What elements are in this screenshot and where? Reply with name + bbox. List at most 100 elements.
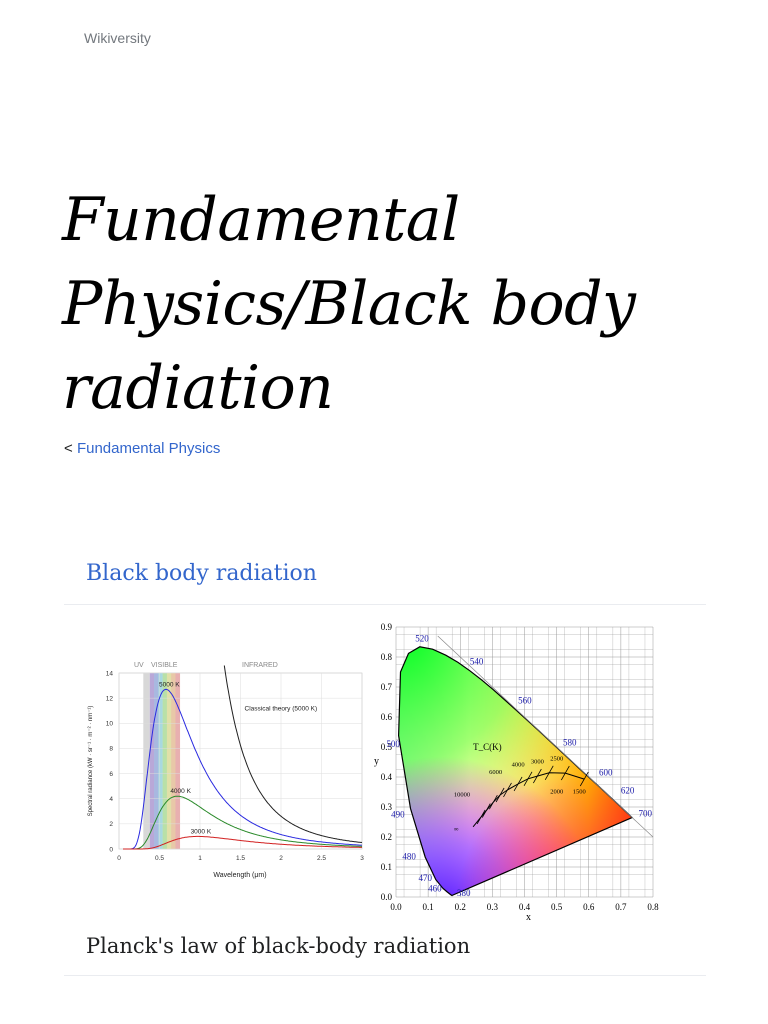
x-tick-label: 0.8 — [647, 902, 659, 912]
x-tick-label: 3 — [360, 855, 364, 862]
bottom-divider — [64, 975, 706, 976]
isotherm-tick — [481, 803, 491, 818]
y-tick-label: 0.3 — [381, 802, 393, 812]
x-tick-label: 2.5 — [317, 855, 326, 862]
wavelength-label: 580 — [563, 738, 577, 748]
wavelength-label: 520 — [415, 633, 429, 643]
figure-caption: Planck's law of black-body radiation — [86, 934, 471, 958]
temperature-label: 3000 — [531, 759, 544, 766]
series-line — [123, 835, 362, 850]
y-tick-label: 0.1 — [381, 862, 392, 872]
temperature-label: ∞ — [454, 826, 459, 833]
chromaticity-diagram-figure[interactable]: 0.0 0.1 0.2 0.3 0.4 0.5 0.6 0.7 0.8 0.0 0.1 0.2 0.3 0… — [366, 618, 662, 926]
series-label: 3000 K — [191, 828, 212, 835]
temperature-label: 2000 — [550, 789, 563, 796]
wavelength-label: 460 — [428, 884, 442, 894]
isotherm-tick — [523, 771, 533, 786]
x-tick-label: 0.7 — [615, 902, 627, 912]
visible-band-stripe — [175, 673, 181, 849]
breadcrumb-prefix: < — [64, 440, 73, 457]
y-tick-label: 0.2 — [381, 832, 392, 842]
wavelength-label: 380 — [457, 888, 471, 898]
chromaticity-diagram: 0.0 0.1 0.2 0.3 0.4 0.5 0.6 0.7 0.8 0.0 0.1 0.2 0.3 0… — [374, 622, 659, 923]
visible-band-stripe — [149, 673, 155, 849]
page-title: Fundamental Physics/Black body radiation — [62, 185, 636, 423]
temperature-label: 6000 — [489, 769, 502, 776]
wavelength-label: 490 — [391, 810, 405, 820]
color-gamut-fill — [398, 646, 633, 896]
x-tick-label: 2 — [279, 855, 283, 862]
y-tick-label: 0 — [109, 846, 113, 853]
wavelength-label: 700 — [639, 809, 653, 819]
temperature-label: 1500 — [573, 789, 586, 796]
isotherm-tick — [544, 765, 554, 780]
section-divider — [64, 604, 706, 605]
planck-curves-chart: 0 0.5 1 1.5 2 2.5 3 0 2 4 6 8 10 12 14 5000 K 4000 K 300… — [88, 662, 364, 879]
isotherm-tick — [533, 768, 542, 784]
series-line — [123, 795, 362, 850]
isotherm-tick — [503, 782, 512, 798]
series-label: 4000 K — [170, 788, 191, 795]
x-tick-label: 0 — [117, 855, 121, 862]
series-label: Classical theory (5000 K) — [245, 706, 318, 713]
isotherm-tick — [495, 787, 505, 803]
uv-band — [143, 673, 150, 849]
series-line — [123, 688, 363, 850]
x-tick-label: 0.0 — [390, 902, 402, 912]
section-heading[interactable]: Black body radiation — [86, 561, 317, 586]
band-label-infrared: INFRARED — [242, 662, 278, 669]
wavelength-label: 500 — [386, 739, 400, 749]
breadcrumb: < Fundamental Physics — [64, 440, 220, 457]
visible-band-stripe — [154, 673, 159, 849]
band-label-visible: VISIBLE — [151, 662, 178, 669]
isotherm-tick — [560, 765, 570, 781]
isotherm-tick — [513, 776, 523, 792]
x-axis-label: Wavelength (μm) — [213, 872, 266, 879]
y-tick-label: 6 — [109, 771, 113, 778]
y-tick-label: 0.6 — [381, 712, 393, 722]
x-tick-label: 0.5 — [155, 855, 164, 862]
temperature-label: 2500 — [550, 756, 563, 763]
site-name[interactable]: Wikiversity — [84, 30, 151, 46]
y-tick-label: 0.9 — [381, 622, 393, 632]
wavelength-label: 620 — [621, 786, 635, 796]
breadcrumb-link[interactable]: Fundamental Physics — [76, 440, 221, 457]
y-tick-label: 8 — [109, 746, 113, 753]
x-axis-label: x — [526, 912, 531, 923]
series-line — [223, 665, 363, 843]
x-tick-label: 0.4 — [519, 902, 531, 912]
visible-band-stripe — [162, 673, 168, 849]
x-tick-label: 0.6 — [583, 902, 595, 912]
y-tick-label: 0.8 — [381, 652, 393, 662]
y-tick-label: 10 — [106, 721, 114, 728]
y-axis-label: y — [374, 756, 379, 767]
wavelength-label: 600 — [599, 768, 613, 778]
wavelength-label: 480 — [402, 852, 416, 862]
planck-curves-figure[interactable]: 0 0.5 1 1.5 2 2.5 3 0 2 4 6 8 10 12 14 5000 K 4000 K 300… — [82, 655, 364, 883]
y-tick-label: 2 — [109, 821, 113, 828]
x-tick-label: 0.5 — [551, 902, 563, 912]
isotherm-tick — [579, 771, 589, 787]
isotherm-tick — [488, 795, 498, 810]
y-tick-label: 12 — [106, 695, 114, 702]
wavelength-label: 470 — [418, 873, 432, 883]
x-tick-label: 0.1 — [423, 902, 434, 912]
temperature-label: 10000 — [454, 792, 470, 799]
y-tick-label: 0.7 — [381, 682, 393, 692]
y-axis-label: Spectral radiance (kW · sr⁻¹ · m⁻² · nm⁻… — [88, 706, 94, 817]
visible-band-stripe — [158, 673, 163, 849]
series-label: 5000 K — [159, 681, 180, 688]
visible-band-stripe — [171, 673, 176, 849]
diagonal-line — [437, 635, 654, 838]
x-tick-label: 1 — [198, 855, 202, 862]
y-tick-label: 0.4 — [381, 772, 393, 782]
y-tick-label: 0.5 — [381, 742, 393, 752]
visible-band-stripe — [166, 673, 172, 849]
x-tick-label: 0.3 — [487, 902, 499, 912]
x-tick-label: 0.2 — [455, 902, 466, 912]
wavelength-label: 540 — [470, 657, 484, 667]
y-tick-label: 0.0 — [381, 892, 393, 902]
locus-title: T_C(K) — [473, 742, 502, 752]
isotherm-tick — [476, 809, 486, 825]
wavelength-label: 560 — [518, 696, 532, 706]
